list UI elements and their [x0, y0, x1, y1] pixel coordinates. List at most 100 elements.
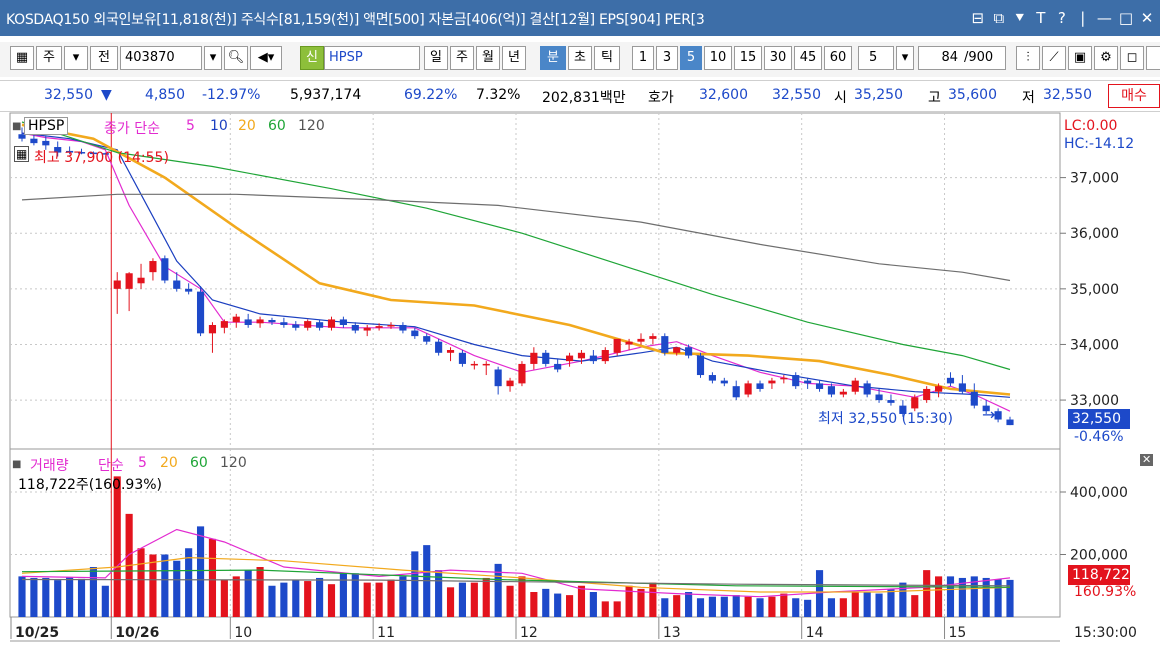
stock-name-field[interactable]: HPSP: [324, 46, 420, 70]
candle-body: [42, 140, 50, 146]
volume-bar: [220, 579, 228, 617]
layout-icon[interactable]: ⊟: [971, 9, 985, 27]
interval-60[interactable]: 60: [824, 46, 852, 70]
period-select[interactable]: 주: [36, 46, 62, 70]
buy-button[interactable]: 매수: [1108, 84, 1160, 108]
volume-ma20-line: [21, 556, 1011, 593]
symbol-tag[interactable]: HPSP: [24, 117, 69, 135]
candle-body: [316, 322, 324, 328]
candle-body: [756, 383, 764, 389]
volume-indicator-title[interactable]: 단순: [98, 458, 124, 474]
volume-bar: [875, 593, 883, 617]
candle-body: [387, 324, 395, 327]
speaker-icon[interactable]: ◀︎▾: [250, 46, 282, 70]
count-input[interactable]: 84: [918, 46, 962, 70]
candle-body: [542, 352, 550, 364]
candle-body: [494, 369, 502, 387]
volume-bar: [173, 560, 181, 617]
help-icon[interactable]: ?: [1057, 9, 1066, 27]
tab-tick[interactable]: 틱: [594, 46, 620, 70]
volume-bar: [792, 598, 800, 617]
ma10-legend: 10: [210, 118, 228, 134]
candle-body: [363, 327, 371, 331]
interval-5[interactable]: 5: [680, 46, 702, 70]
save-icon[interactable]: ▣: [1068, 46, 1092, 70]
overflow-icon[interactable]: [1146, 46, 1160, 70]
code-dropdown-icon[interactable]: ▾: [204, 46, 222, 70]
candle-body: [887, 400, 895, 403]
gear-icon[interactable]: ⚙: [1094, 46, 1118, 70]
interval-15[interactable]: 15: [734, 46, 762, 70]
interval-1[interactable]: 1: [632, 46, 654, 70]
vol-ma20-legend: 20: [160, 455, 178, 471]
candle-style-icon[interactable]: ⫶: [1016, 46, 1040, 70]
price-tick-label: 35,000: [1070, 282, 1119, 298]
volume-bar: [613, 601, 621, 617]
interval-dropdown-icon[interactable]: ▾: [896, 46, 914, 70]
volume-bar: [304, 581, 312, 617]
candle-body: [994, 411, 1002, 420]
tab-year[interactable]: 년: [502, 46, 526, 70]
volume-ratio: 69.22%: [404, 87, 458, 103]
candle-body: [958, 383, 966, 392]
tab-minute[interactable]: 분: [540, 46, 566, 70]
draw-line-icon[interactable]: ⟋: [1042, 46, 1066, 70]
volume-bar: [387, 579, 395, 617]
price-indicator-title[interactable]: 종가 단순: [104, 121, 160, 137]
candle-body: [792, 375, 800, 387]
volume-bar: [577, 585, 586, 617]
separator: |: [1080, 9, 1086, 27]
panel-close-icon[interactable]: ✕: [1140, 453, 1154, 466]
low-price: 32,550: [1043, 87, 1092, 103]
candle-body: [696, 355, 705, 376]
all-button[interactable]: 전: [90, 46, 118, 70]
interval-45[interactable]: 45: [794, 46, 822, 70]
candle-body: [637, 338, 645, 342]
candle-body: [863, 383, 871, 395]
volume-title[interactable]: 거래량: [30, 458, 69, 474]
volume-bar: [470, 582, 478, 617]
candlestick-chart[interactable]: 37,000 36,000 35,000 34,000 33,000 400,000 200…: [0, 112, 1160, 645]
window-controls: ⊟ ⧉ ⯆ T ? | — □ ✕: [936, 0, 1160, 36]
candle-body: [113, 280, 121, 289]
volume-ma60-line: [21, 569, 1011, 588]
tab-month[interactable]: 월: [476, 46, 500, 70]
volume-bar: [316, 577, 324, 617]
tab-second[interactable]: 초: [568, 46, 592, 70]
volume-bar: [887, 588, 895, 617]
tab-week[interactable]: 주: [450, 46, 474, 70]
candle-body: [875, 394, 883, 401]
candle-body: [196, 291, 205, 334]
interval-select[interactable]: 5: [858, 46, 894, 70]
close-icon[interactable]: ✕: [1140, 9, 1154, 27]
new-listing-badge: 신: [300, 46, 324, 70]
font-icon[interactable]: T: [1036, 9, 1046, 27]
tab-day[interactable]: 일: [424, 46, 448, 70]
candle-body: [30, 138, 38, 144]
period-dropdown-icon[interactable]: ▾: [64, 46, 88, 70]
candle-body: [935, 386, 943, 392]
volume-bar: [946, 576, 955, 617]
minimize-icon[interactable]: —: [1096, 9, 1112, 27]
volume-bar: [911, 595, 919, 617]
maximize-icon[interactable]: □: [1118, 9, 1133, 27]
panel-toggle-icon[interactable]: ◻: [1120, 46, 1144, 70]
calculator-icon[interactable]: ▦: [14, 146, 30, 162]
max-price-annotation: 최고 37,900 (14:55): [34, 150, 169, 166]
candle-body: [923, 388, 931, 401]
search-icon[interactable]: 🔍︎: [224, 46, 248, 70]
interval-30[interactable]: 30: [764, 46, 792, 70]
volume-bar: [375, 582, 383, 617]
volume-bar: [625, 585, 633, 617]
volume-bar: [208, 538, 217, 617]
count-total: /900: [962, 46, 1006, 70]
volume-bar: [827, 598, 836, 617]
interval-10[interactable]: 10: [704, 46, 732, 70]
code-input[interactable]: 403870: [120, 46, 202, 70]
interval-3[interactable]: 3: [656, 46, 678, 70]
candle-body: [470, 363, 478, 366]
restore-icon[interactable]: ⧉: [993, 9, 1005, 27]
candle-body: [720, 380, 728, 384]
pin-icon[interactable]: ⯆: [1013, 9, 1026, 27]
chart-grid-icon[interactable]: ▦: [10, 46, 34, 70]
